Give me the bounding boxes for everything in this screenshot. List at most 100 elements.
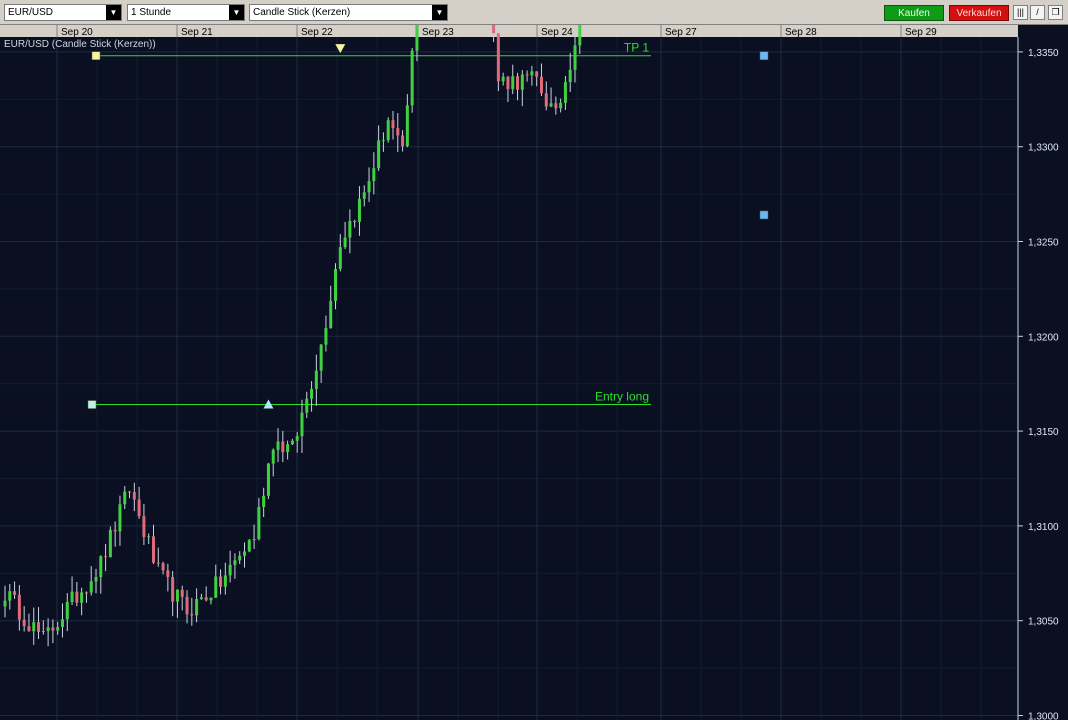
level-label: TP 1	[624, 41, 649, 55]
candle-body	[13, 591, 17, 595]
x-tick-label: Sep 21	[181, 27, 213, 38]
y-tick-label: 1,3350	[1028, 48, 1059, 59]
candle-body	[137, 499, 141, 517]
price-chart[interactable]: Sep 20 Sep 21 Sep 22 Sep 23 Sep 24 Sep 27 Sep …	[0, 25, 1068, 720]
candle-body	[118, 504, 122, 532]
candle-body	[185, 596, 189, 615]
candle-body	[295, 436, 299, 441]
chevron-down-icon[interactable]: ▼	[432, 5, 447, 20]
candle-body	[314, 370, 318, 389]
candle-body	[257, 506, 261, 540]
candle-body	[247, 540, 251, 552]
marker-square	[91, 51, 101, 60]
candle-body	[573, 45, 577, 70]
candle-body	[142, 516, 146, 537]
candle-body	[94, 577, 98, 582]
candle-body	[549, 103, 553, 107]
window-icon[interactable]: ❐	[1048, 5, 1063, 20]
candle-body	[32, 622, 36, 632]
candle-body	[209, 597, 213, 601]
candle-body	[396, 128, 400, 136]
candle-body	[132, 492, 136, 500]
chevron-down-icon[interactable]: ▼	[229, 5, 244, 20]
chevron-down-icon[interactable]: ▼	[106, 5, 121, 20]
x-tick-label: Sep 22	[301, 27, 333, 38]
candle-body	[276, 441, 280, 450]
chart-title: EUR/USD (Candle Stick (Kerzen))	[4, 39, 156, 50]
candle-body	[539, 76, 543, 94]
symbol-value: EUR/USD	[8, 7, 54, 18]
candle-body	[286, 444, 290, 453]
interval-value: 1 Stunde	[131, 7, 172, 18]
chart-type-value: Candle Stick (Kerzen)	[253, 7, 351, 18]
toolbar: EUR/USD ▼ 1 Stunde ▼ Candle Stick (Kerze…	[0, 0, 1068, 25]
candle-body	[233, 560, 237, 565]
candle-body	[410, 50, 414, 106]
candle-body	[17, 594, 21, 620]
candle-body	[65, 601, 69, 620]
candle-body	[319, 344, 323, 371]
y-tick-label: 1,3100	[1028, 522, 1059, 533]
y-tick-label: 1,3150	[1028, 427, 1059, 438]
x-tick-label: Sep 20	[61, 27, 93, 38]
sell-button[interactable]: Verkaufen	[949, 5, 1009, 21]
candle-body	[60, 619, 64, 628]
candle-body	[343, 237, 347, 248]
candle-body	[266, 463, 270, 496]
candle-body	[535, 71, 539, 77]
symbol-select[interactable]: EUR/USD ▼	[4, 4, 122, 21]
candle-body	[377, 140, 381, 169]
x-axis-band	[0, 25, 1018, 37]
candle-body	[128, 491, 132, 493]
candle-body	[99, 556, 103, 578]
candle-body	[381, 140, 385, 142]
candle-body	[281, 441, 285, 453]
candle-body	[41, 631, 45, 633]
interval-select[interactable]: 1 Stunde ▼	[127, 4, 245, 21]
candle-body	[8, 591, 12, 601]
y-axis-panel	[1018, 37, 1068, 720]
y-tick-label: 1,3000	[1028, 712, 1059, 720]
line-tool-icon[interactable]: /	[1030, 5, 1045, 20]
candle-body	[238, 555, 242, 561]
chart-type-select[interactable]: Candle Stick (Kerzen) ▼	[249, 4, 448, 21]
candle-body	[147, 536, 151, 538]
y-tick-label: 1,3300	[1028, 143, 1059, 154]
candle-body	[228, 564, 232, 576]
candle-body	[357, 198, 361, 222]
candle-body	[161, 563, 165, 571]
candle-body	[530, 71, 534, 76]
candle-body	[334, 268, 338, 301]
candle-body	[104, 556, 108, 558]
candle-body	[3, 600, 7, 607]
candle-body	[214, 576, 218, 598]
candle-body	[166, 570, 170, 577]
y-tick-label: 1,3200	[1028, 332, 1059, 343]
candle-body	[219, 576, 223, 587]
candle-body	[401, 135, 405, 147]
x-tick-label: Sep 28	[785, 27, 817, 38]
marker-square	[759, 210, 769, 220]
candle-body	[367, 181, 371, 193]
candle-body	[300, 412, 304, 437]
candle-body	[252, 539, 256, 541]
candle-body	[113, 529, 117, 532]
candle-body	[89, 581, 93, 593]
candle-body	[525, 74, 529, 76]
candle-body	[27, 626, 31, 632]
candle-body	[391, 120, 395, 129]
bar-chart-icon[interactable]: |||	[1013, 5, 1028, 20]
candle-body	[75, 591, 79, 603]
x-tick-label: Sep 27	[665, 27, 697, 38]
candle-body	[544, 93, 548, 107]
candle-body	[84, 592, 88, 594]
candle-body	[151, 536, 155, 563]
x-tick-label: Sep 24	[541, 27, 573, 38]
candle-body	[190, 614, 194, 616]
candle-body	[56, 627, 60, 631]
candle-body	[563, 82, 567, 103]
candle-body	[310, 388, 314, 399]
candle-body	[559, 102, 563, 109]
buy-button[interactable]: Kaufen	[884, 5, 944, 21]
candle-body	[70, 591, 74, 602]
